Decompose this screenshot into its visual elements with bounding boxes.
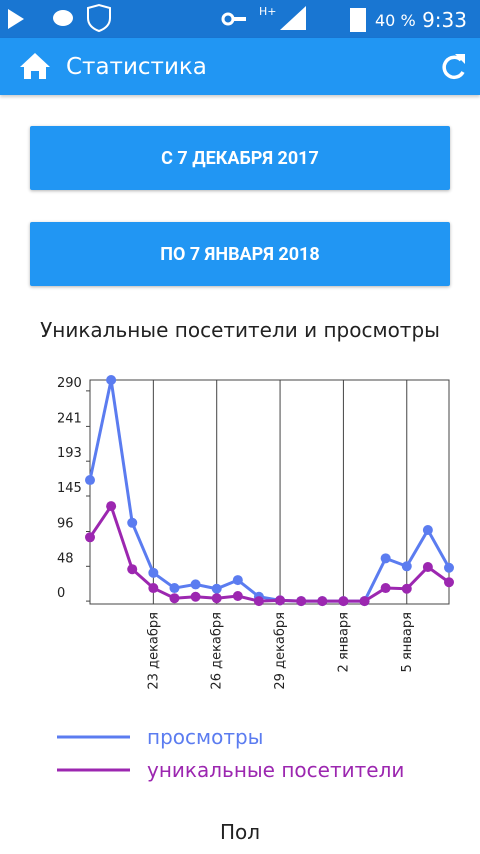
plot-frame (89, 379, 450, 605)
legend-label: просмотры (147, 725, 263, 749)
y-tick-label: 48 (57, 551, 74, 566)
series-line (88, 379, 451, 603)
data-point (338, 596, 349, 607)
x-tick-label: 26 декабря (210, 612, 225, 690)
data-point (380, 553, 391, 564)
signal-icon (280, 6, 306, 30)
data-point (148, 567, 159, 578)
section-title: Пол (220, 820, 260, 844)
y-tick-label: 0 (57, 586, 65, 601)
data-point (317, 596, 328, 607)
data-point (380, 583, 391, 594)
data-point (211, 593, 222, 604)
data-point (127, 564, 138, 575)
data-point (444, 577, 454, 588)
data-point (232, 575, 243, 586)
y-tick-label: 193 (57, 446, 82, 461)
data-point (296, 596, 307, 607)
y-tick-label: 290 (57, 376, 82, 391)
refresh-arrow (455, 54, 465, 64)
y-tick-label: 96 (57, 517, 74, 532)
data-point (148, 583, 159, 594)
data-point (422, 562, 433, 573)
data-point (85, 532, 95, 543)
sim-icon (350, 8, 366, 32)
key-icon (232, 17, 246, 21)
y-tick-label: 145 (57, 481, 82, 496)
data-point (106, 375, 117, 385)
data-point (169, 583, 180, 594)
chart-title: Уникальные посетители и просмотры (40, 318, 440, 342)
data-point (253, 596, 264, 607)
home-button[interactable] (20, 53, 50, 79)
data-point (190, 591, 201, 602)
key-icon (221, 12, 235, 26)
data-point (127, 517, 138, 528)
refresh-button[interactable] (442, 55, 465, 80)
play-icon (8, 9, 24, 29)
start-date-button[interactable]: С 7 ДЕКАБРЯ 2017 (30, 126, 450, 190)
data-point (85, 475, 95, 486)
status-bar: H+ 40 % 9:33 (0, 0, 480, 38)
x-tick-label: 29 декабря (273, 612, 288, 690)
data-point (422, 525, 433, 536)
x-tick-label: 5 января (400, 612, 415, 672)
data-point (275, 595, 286, 606)
legend-label: уникальные посетители (147, 758, 404, 782)
clock: 9:33 (422, 8, 467, 32)
shield-icon (87, 3, 111, 33)
data-point (232, 591, 243, 602)
data-point (106, 501, 117, 512)
x-tick-label: 23 декабря (146, 612, 161, 690)
end-date-button[interactable]: ПО 7 ЯНВАРЯ 2018 (30, 222, 450, 286)
app-title: Статистика (66, 54, 207, 80)
chart: Уникальные посетители и просмотры Пол 0 4… (40, 318, 454, 844)
data-point (169, 593, 180, 604)
x-tick-label: 2 января (336, 612, 351, 672)
data-point (444, 562, 454, 573)
app-bar: Статистика (0, 38, 480, 95)
battery-level: 40 % (375, 11, 416, 30)
data-point (359, 596, 370, 607)
data-point (401, 561, 412, 572)
app-bar-icons: Статистика (20, 53, 465, 80)
status-icons: H+ 40 % 9:33 (8, 3, 467, 33)
message-icon (53, 10, 73, 26)
network-type: H+ (259, 5, 277, 18)
data-point (211, 583, 222, 594)
y-tick-label: 241 (57, 411, 82, 426)
data-point (401, 583, 412, 594)
data-point (190, 579, 201, 590)
